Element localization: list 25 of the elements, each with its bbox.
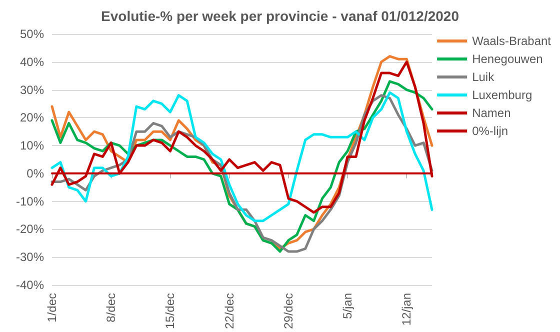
x-tick-label: 22/dec <box>222 292 236 329</box>
y-tick-label: 30% <box>20 82 44 97</box>
x-tick-label: 5/jan <box>340 292 355 319</box>
x-tick-label: 15/dec <box>163 292 178 329</box>
chart-title: Evolutie-% per week per provincie - vanaf 01/012/2020 <box>101 8 460 24</box>
x-tick-label: 12/jan <box>400 292 414 326</box>
legend-label: Luik <box>472 70 496 84</box>
legend-label: Waals-Brabant <box>472 34 552 48</box>
legend-label: Henegouwen <box>472 52 543 66</box>
legend-label: Luxemburg <box>472 88 532 102</box>
y-tick-label: 0% <box>26 166 44 180</box>
y-tick-label: 10% <box>20 138 44 153</box>
y-tick-label: -20% <box>16 222 44 236</box>
line-series <box>50 60 434 214</box>
y-tick-label: 20% <box>20 110 44 125</box>
y-tick-label: -10% <box>16 194 44 208</box>
y-tick-label: -30% <box>16 250 44 264</box>
y-tick-label: 40% <box>20 54 44 69</box>
x-tick-label: 1/dec <box>45 292 59 322</box>
x-tick-label: 29/dec <box>281 292 296 329</box>
y-tick-label: 50% <box>20 27 44 41</box>
legend-label: Namen <box>472 106 511 120</box>
legend-label: 0%-lijn <box>472 124 508 138</box>
x-tick-label: 8/dec <box>104 292 118 322</box>
y-tick-label: -40% <box>16 278 44 292</box>
